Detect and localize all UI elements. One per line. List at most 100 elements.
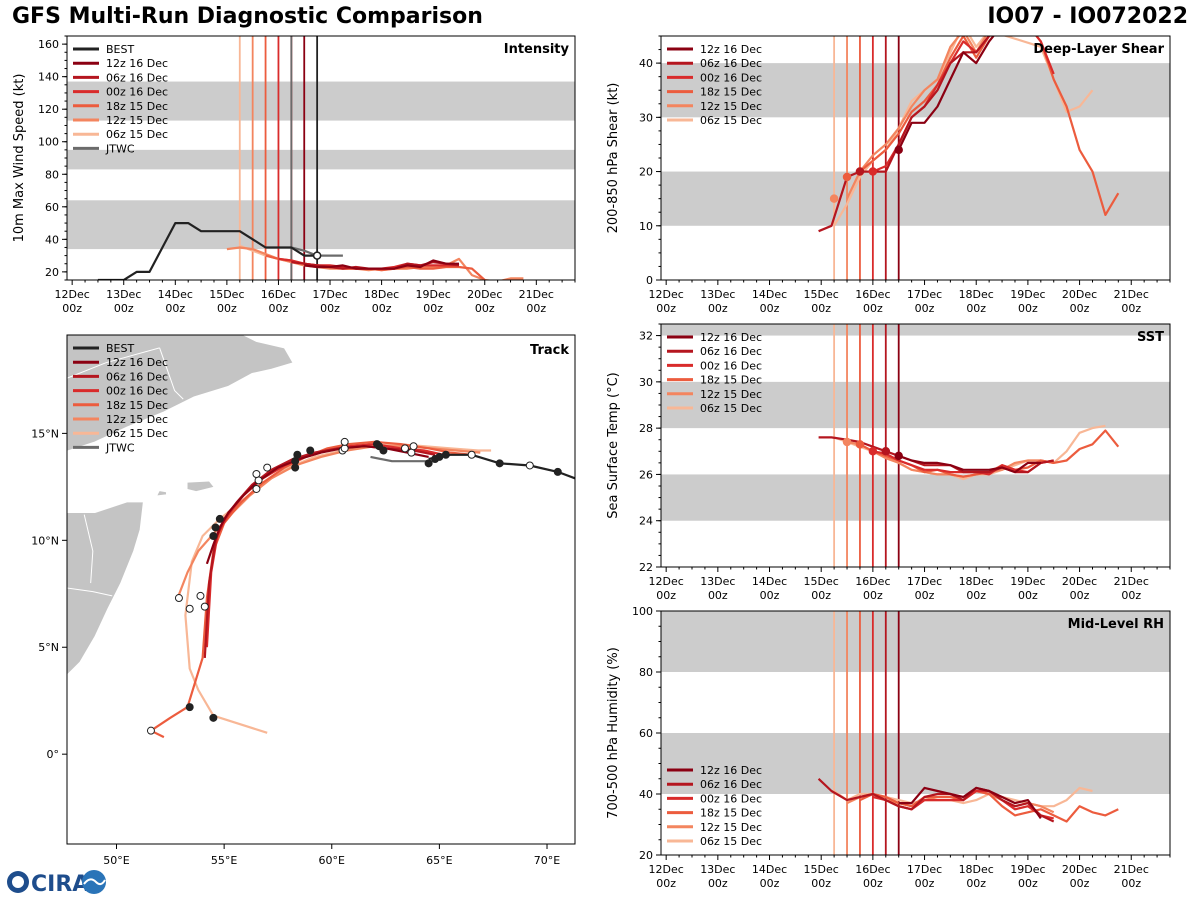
x-tick-label: 21Dec (1114, 575, 1149, 588)
land-socotra (187, 481, 214, 492)
series-line-run_12z16 (898, 454, 1041, 474)
logo-text: CIRA (31, 872, 89, 896)
logo-globe-inner-icon (12, 876, 24, 888)
x-tick-label: 17Dec (907, 575, 942, 588)
track-point (185, 703, 194, 712)
y-tick-label: 100 (632, 605, 653, 618)
x-tick-sublabel: 00z (915, 877, 935, 890)
track-point (441, 450, 450, 459)
x-tick-label: 17Dec (312, 288, 347, 301)
panel-track: 50°E 55°E 60°E 65°E 70°E 0° 5°N 10°N 15°N Track BE… (31, 334, 576, 867)
threshold-band (661, 611, 1170, 672)
x-tick-label: 16Dec (855, 863, 890, 876)
threshold-band (661, 474, 1170, 521)
x-tick-sublabel: 00z (811, 302, 831, 315)
series-marker (855, 167, 865, 176)
y-tick-label: 40 (45, 233, 59, 246)
panel-title: Intensity (504, 42, 570, 57)
x-tick-sublabel: 00z (656, 302, 676, 315)
x-tick-label: 12Dec (649, 288, 684, 301)
plot-frame (66, 334, 576, 845)
x-tick-sublabel: 00z (863, 877, 883, 890)
land-arabia (67, 335, 294, 452)
landmass-group (67, 335, 294, 676)
track-line-run_00z16 (205, 443, 444, 648)
x-tick-label: 20Dec (467, 288, 502, 301)
panel-title: SST (1137, 330, 1164, 345)
x-tick-sublabel: 00z (915, 589, 935, 602)
x-tick-label: 14Dec (752, 575, 787, 588)
legend-label: 18z 15 Dec (700, 807, 762, 820)
x-tick-sublabel: 00z (1070, 589, 1090, 602)
track-point (209, 532, 218, 541)
x-tick-sublabel: 00z (966, 589, 986, 602)
x-tick-label: 13Dec (106, 288, 141, 301)
series-marker (881, 447, 891, 456)
x-tick-label: 21Dec (1114, 288, 1149, 301)
x-tick-sublabel: 00z (1070, 302, 1090, 315)
x-tick-label: 14Dec (752, 288, 787, 301)
legend-label: JTWC (105, 441, 135, 454)
series-marker (842, 172, 852, 182)
x-tick-label: 16Dec (855, 575, 890, 588)
x-tick-sublabel: 00z (760, 589, 780, 602)
page-title: GFS Multi-Run Diagnostic Comparison (12, 4, 483, 29)
track-point (263, 463, 272, 472)
track-line-run_06z15 (184, 443, 492, 734)
cira-logo: CIRA (4, 866, 114, 900)
y-tick-label: 10 (639, 220, 653, 233)
panel-shear: 12Dec00z13Dec00z14Dec00z15Dec00z16Dec00z… (606, 35, 1171, 315)
x-tick-label: 55°E (211, 854, 237, 867)
track-point (211, 523, 220, 532)
x-tick-sublabel: 00z (760, 877, 780, 890)
legend-label: 00z 16 Dec (700, 71, 762, 84)
x-tick-sublabel: 00z (62, 302, 82, 315)
x-tick-sublabel: 00z (1018, 589, 1038, 602)
track-point (467, 450, 476, 459)
x-tick-sublabel: 00z (708, 877, 728, 890)
x-tick-sublabel: 00z (372, 302, 392, 315)
legend-label: 12z 15 Dec (106, 114, 168, 127)
legend-label: 12z 16 Dec (106, 356, 168, 369)
x-tick-sublabel: 00z (915, 302, 935, 315)
series-line-run_00z16 (872, 789, 1054, 820)
legend-label: BEST (106, 342, 134, 355)
x-tick-label: 15Dec (804, 863, 839, 876)
x-tick-label: 20Dec (1062, 863, 1097, 876)
x-tick-sublabel: 00z (863, 589, 883, 602)
series-line-run_06z16 (817, 778, 1055, 823)
legend-label: 18z 15 Dec (106, 399, 168, 412)
track-point (306, 446, 315, 455)
track-lines-group (146, 437, 575, 739)
y-tick-label: 0° (47, 748, 60, 761)
legend-label: 00z 16 Dec (700, 359, 762, 372)
x-tick-label: 50°E (103, 854, 129, 867)
x-tick-label: 12Dec (55, 288, 90, 301)
legend-label: 12z 16 Dec (700, 331, 762, 344)
land-islet (157, 491, 167, 496)
track-point (215, 514, 224, 523)
track-point (196, 591, 205, 600)
legend-label: 06z 15 Dec (700, 402, 762, 415)
track-point (424, 459, 433, 468)
track-point (200, 602, 209, 611)
series-line-run_12z15 (252, 248, 524, 280)
legend-label: 06z 16 Dec (700, 57, 762, 70)
storm-id: IO07 - IO072022 (987, 4, 1188, 29)
track-point (400, 444, 409, 453)
threshold-band (661, 171, 1170, 226)
y-tick-label: 30 (639, 111, 653, 124)
x-tick-label: 65°E (426, 854, 452, 867)
series-line-run_06z16 (818, 36, 991, 233)
x-tick-sublabel: 00z (269, 302, 289, 315)
x-tick-sublabel: 00z (966, 302, 986, 315)
plot-frame (660, 323, 1171, 568)
x-tick-sublabel: 00z (423, 302, 443, 315)
y-tick-label: 60 (639, 727, 653, 740)
x-tick-sublabel: 00z (1018, 302, 1038, 315)
x-tick-sublabel: 00z (811, 877, 831, 890)
x-tick-sublabel: 00z (1018, 877, 1038, 890)
y-tick-label: 10°N (31, 534, 59, 547)
y-tick-label: 120 (38, 103, 59, 116)
x-tick-sublabel: 00z (1121, 589, 1141, 602)
